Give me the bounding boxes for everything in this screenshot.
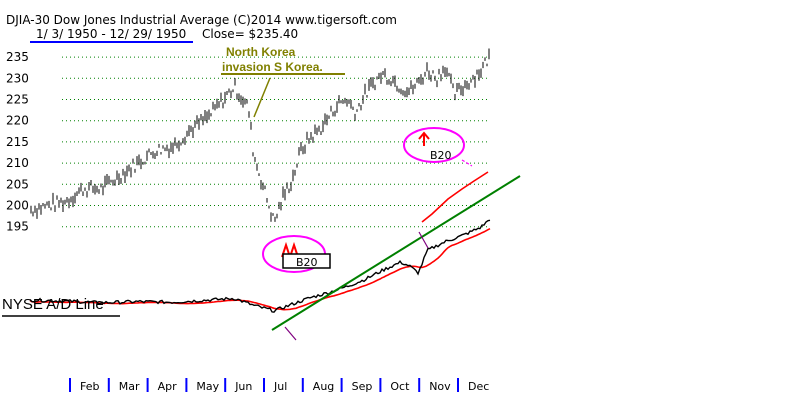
b20-box-lower xyxy=(282,253,331,269)
y-tick-label: 200 xyxy=(6,199,29,213)
moving-average-line xyxy=(29,227,491,311)
low-marker xyxy=(418,231,429,249)
north-korea-label: North Korea xyxy=(226,45,296,59)
chart-title: DJIA-30 Dow Jones Industrial Average (C)… xyxy=(6,13,397,27)
month-label: Jun xyxy=(234,380,252,393)
date-range: 1/ 3/ 1950 - 12/ 29/ 1950 xyxy=(36,27,186,41)
month-label: Dec xyxy=(468,380,489,393)
ad-line xyxy=(29,219,491,313)
y-tick-label: 195 xyxy=(6,220,29,234)
ad-line-label: NYSE A/D Line xyxy=(2,296,104,313)
month-label: Aug xyxy=(313,380,334,393)
close-price: Close= $235.40 xyxy=(202,27,298,41)
b20-circle-upper xyxy=(403,127,465,163)
trendline xyxy=(271,175,521,331)
invasion-label: invasion S Korea. xyxy=(222,60,323,74)
month-label: May xyxy=(196,380,219,393)
month-label: Mar xyxy=(119,380,140,393)
y-tick-label: 235 xyxy=(6,50,29,64)
b20-label-upper: B20 xyxy=(430,149,452,162)
y-tick-label: 205 xyxy=(6,177,29,191)
y-tick-label: 220 xyxy=(6,114,29,128)
b20-label-lower: B20 xyxy=(296,256,318,269)
month-label: Nov xyxy=(429,380,451,393)
y-tick-label: 225 xyxy=(6,93,29,107)
low-marker xyxy=(284,326,297,341)
month-label: Oct xyxy=(390,380,410,393)
arrow-up-icon xyxy=(281,241,299,258)
y-tick-label: 230 xyxy=(6,71,29,85)
b20-pointer xyxy=(461,159,473,167)
arrow-up-icon xyxy=(418,131,430,146)
month-label: Jul xyxy=(273,380,287,393)
month-label: Apr xyxy=(158,380,178,393)
price-moving-average xyxy=(421,171,489,223)
month-label: Feb xyxy=(80,380,99,393)
month-label: Sep xyxy=(352,380,373,393)
y-tick-label: 210 xyxy=(6,156,29,170)
y-tick-label: 215 xyxy=(6,135,29,149)
annotation-pointer xyxy=(253,77,271,118)
